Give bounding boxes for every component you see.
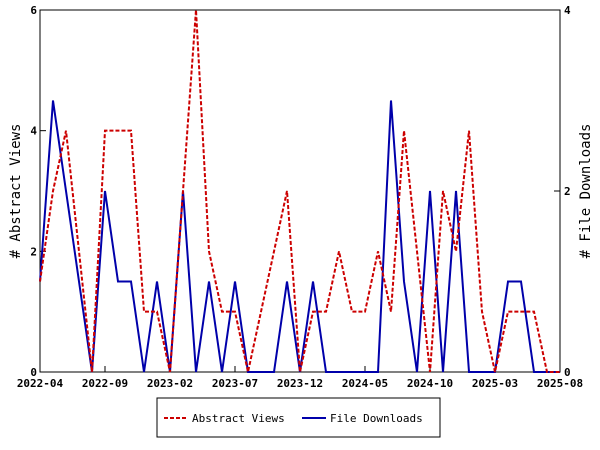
x-tick-label: 2025-03 [472,377,518,390]
x-tick-label: 2024-10 [407,377,453,390]
x-tick-label: 2025-08 [537,377,583,390]
legend-box [156,397,441,438]
x-tick-label: 2024-05 [342,377,388,390]
legend: Abstract Views File Downloads [156,397,441,438]
plot-area [39,9,561,373]
series-lines [39,9,560,373]
x-tick-label: 2023-02 [147,377,193,390]
y-axis-right-title: # File Downloads [578,124,594,259]
series-line-abstract-views [39,9,560,373]
series-line-file-downloads [39,100,560,373]
legend-label-abstract-views: Abstract Views [192,412,285,425]
x-tick-label: 2022-04 [17,377,64,390]
x-tick-label: 2023-12 [277,377,323,390]
legend-label-file-downloads: File Downloads [330,412,423,425]
y-axis-left-title: # Abstract Views [8,124,24,259]
y-right-tick-label: 0 [564,366,571,379]
y-left-tick-label: 0 [30,366,37,379]
y-right-tick-label: 4 [564,4,571,17]
axis-ticks: 2022-04 2022-09 2023-02 2023-07 2023-12 2024-… [17,4,583,390]
x-tick-label: 2022-09 [82,377,128,390]
y-left-tick-label: 4 [30,125,37,138]
y-left-tick-label: 6 [30,4,37,17]
x-tick-label: 2023-07 [212,377,258,390]
y-right-tick-label: 2 [564,185,571,198]
y-left-tick-label: 2 [30,245,37,258]
